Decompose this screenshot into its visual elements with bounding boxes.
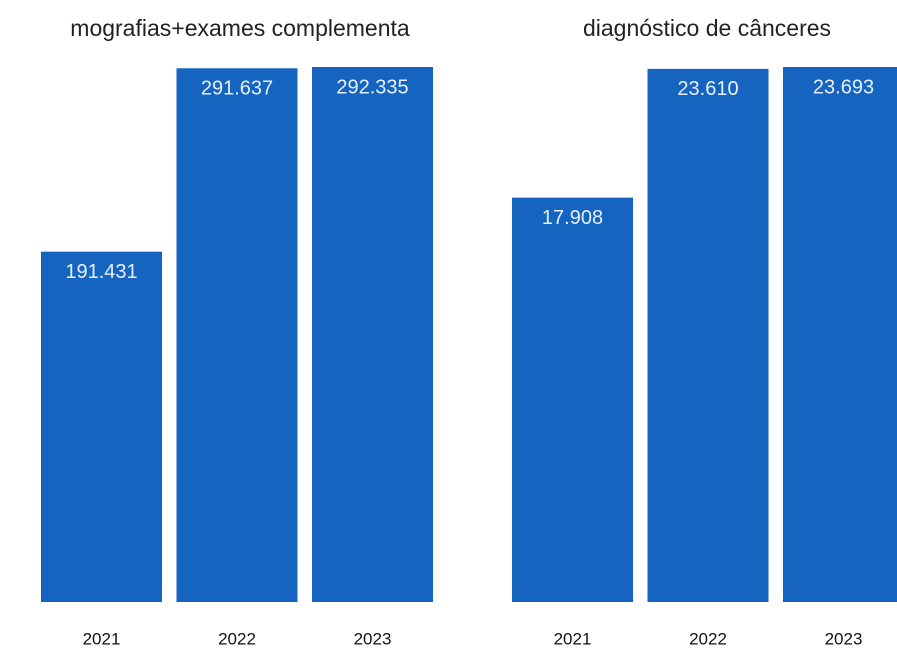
value-label: 191.431	[65, 261, 137, 283]
value-label: 291.637	[201, 78, 273, 100]
bar	[41, 251, 162, 602]
value-label: 23.610	[677, 78, 738, 100]
bar	[512, 197, 633, 603]
x-tick-label: 2022	[689, 629, 727, 648]
x-tick-label: 2022	[218, 629, 256, 648]
x-tick-label: 2021	[554, 629, 592, 648]
bar	[176, 68, 298, 602]
chart-title: mografias+exames complementa	[70, 15, 410, 41]
x-tick-label: 2023	[354, 629, 392, 648]
value-label: 23.693	[813, 76, 874, 98]
value-label: 17.908	[542, 207, 603, 229]
bar	[647, 68, 769, 602]
bar	[312, 67, 433, 602]
value-label: 292.335	[336, 76, 408, 98]
bar	[783, 67, 897, 602]
chart-title: diagnóstico de cânceres	[583, 15, 831, 41]
x-tick-label: 2021	[83, 629, 121, 648]
x-tick-label: 2023	[825, 629, 863, 648]
